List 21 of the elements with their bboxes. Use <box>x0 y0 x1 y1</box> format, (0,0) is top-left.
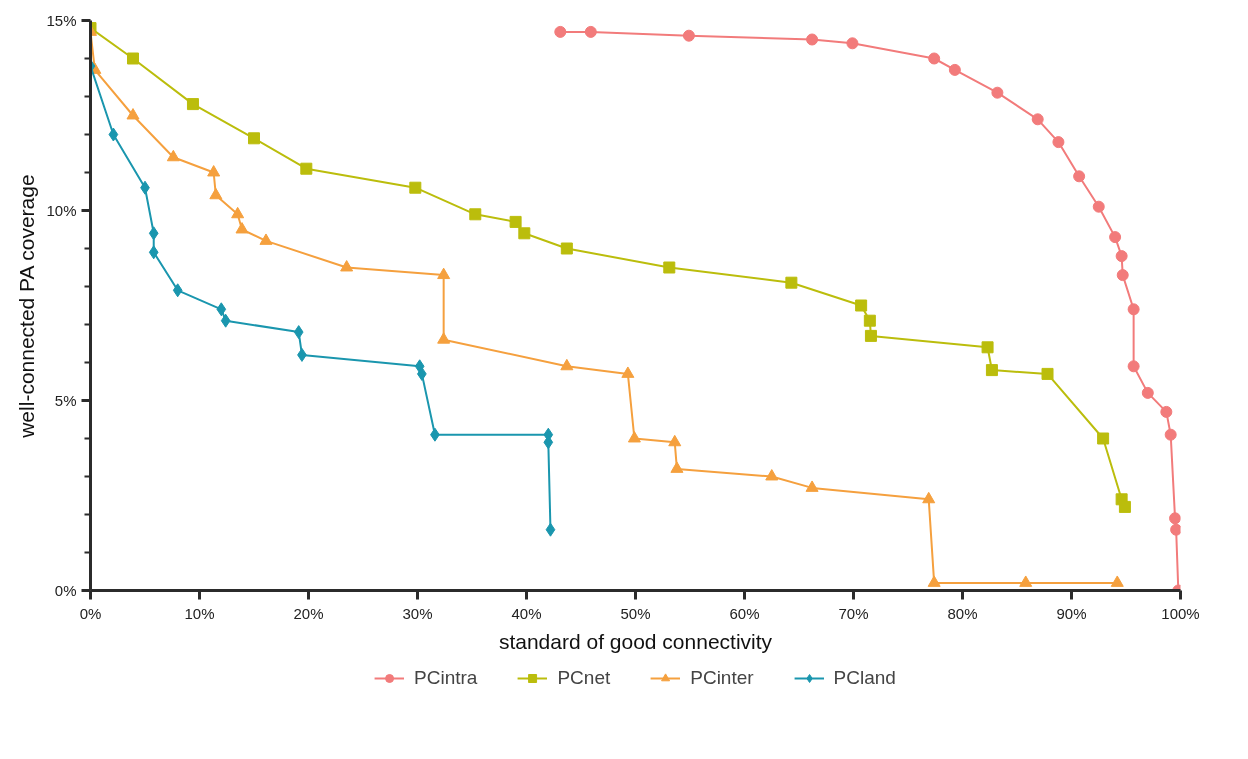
x-tick-label: 60% <box>729 604 760 622</box>
legend-label: PCintra <box>414 666 478 689</box>
x-tick-label: 80% <box>947 604 978 622</box>
y-axis-title: well-connected PA coverage <box>15 174 39 439</box>
x-tick-label: 20% <box>293 604 324 622</box>
legend-label: PCinter <box>690 666 754 689</box>
legend-label: PCnet <box>557 666 611 689</box>
x-tick-label: 100% <box>1161 604 1200 622</box>
x-tick-label: 30% <box>402 604 433 622</box>
x-tick-label: 70% <box>838 604 869 622</box>
x-tick-label: 50% <box>620 604 651 622</box>
x-tick-label: 0% <box>79 604 102 622</box>
x-axis-title: standard of good connectivity <box>498 629 773 653</box>
x-tick-label: 10% <box>184 604 215 622</box>
x-tick-label: 90% <box>1056 604 1087 622</box>
x-tick-label: 40% <box>511 604 542 622</box>
y-tick-label: 15% <box>46 12 77 29</box>
legend-label: PCland <box>833 666 896 689</box>
y-tick-label: 5% <box>54 392 77 409</box>
y-tick-label: 10% <box>46 202 77 219</box>
y-tick-label: 0% <box>54 582 77 599</box>
